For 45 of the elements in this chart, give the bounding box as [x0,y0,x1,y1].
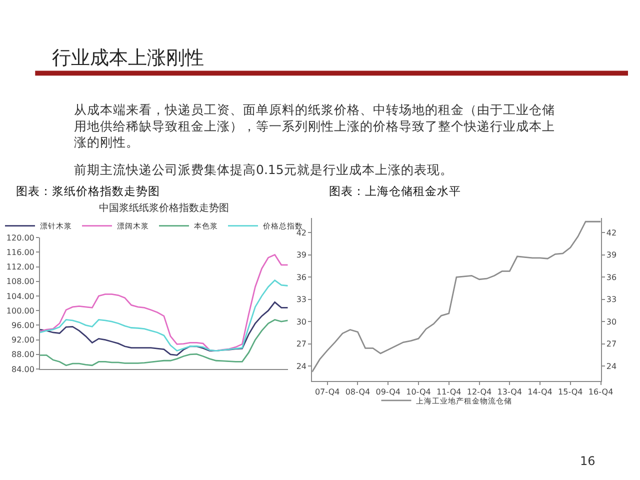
y2-tick-label: 42 [606,228,617,238]
y-tick-label: 36 [296,272,307,282]
line-series [40,301,288,356]
y-tick-label: 27 [296,340,307,349]
y-tick-label: 24 [296,362,307,371]
y-tick-label: 88.00 [12,350,34,360]
x-tick-label: 13-Q4 [497,387,522,396]
line-series [40,280,288,352]
x-tick-label: 16-Q4 [588,387,614,396]
line-series [40,254,288,352]
text: 从成本端来看，快递员工资、面单原料的纸浆价格、中转场地的租金（由于工业仓储用地供给稀缺导致租金上涨），等一系列刚性上涨的价格导致了整个快递行业成本上涨的刚性。 [74,102,555,150]
text: 行业成本上涨刚性 [52,47,204,69]
y-tick-label: 100.00 [6,306,34,316]
y-tick-label: 30 [296,317,307,326]
text: 16 [580,454,596,468]
line-series [40,319,288,366]
y2-tick-label: 36 [606,272,617,282]
y-tick-label: 96.00 [12,320,34,330]
y-tick-label: 39 [296,250,307,260]
y-tick-label: 120.00 [6,233,34,242]
text: 前期主流快递公司派费集体提高0.15元就是行业成本上涨的表现。 [74,162,453,177]
y-tick-label: 112.00 [6,262,34,272]
y2-tick-label: 33 [606,295,617,304]
y-tick-label: 116.00 [6,248,34,257]
y-tick-label: 92.00 [12,336,34,345]
x-tick-label: 09-Q4 [376,387,400,396]
text: 图表：浆纸价格指数走势图 [16,184,160,198]
y2-tick-label: 30 [606,317,617,326]
y-tick-label: 108.00 [6,277,34,286]
chart-title: 中国浆纸纸浆价格指数走势图 [99,202,229,214]
y-tick-label: 104.00 [6,292,34,301]
y2-tick-label: 27 [606,340,617,349]
text: 图表：上海仓储租金水平 [329,184,461,198]
y2-tick-label: 39 [606,250,617,260]
y-tick-label: 84.00 [12,364,34,374]
y-tick-label: 42 [296,228,307,238]
x-tick-label: 08-Q4 [345,387,370,396]
y-tick-label: 33 [296,295,307,304]
x-tick-label: 11-Q4 [436,387,462,396]
x-tick-label: 10-Q4 [406,387,431,396]
y2-tick-label: 24 [606,362,617,371]
x-tick-label: 12-Q4 [466,387,492,396]
x-tick-label: 07-Q4 [314,387,340,396]
x-tick-label: 14-Q4 [528,387,552,396]
x-tick-label: 15-Q4 [558,387,583,396]
